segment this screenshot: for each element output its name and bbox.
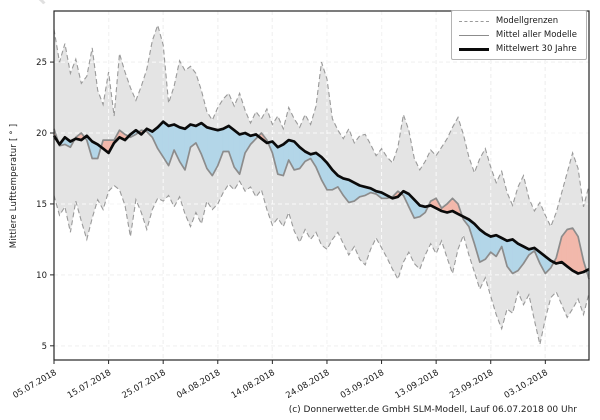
x-tick-label: 25.07.2018 xyxy=(121,368,168,401)
x-tick-label: 14.08.2018 xyxy=(230,368,277,401)
legend-item-modellgrenzen: Modellgrenzen xyxy=(458,16,577,26)
y-tick-label: 20 xyxy=(36,129,47,139)
gray-line-icon xyxy=(458,34,489,36)
legend-label: Mittel aller Modelle xyxy=(495,30,577,40)
black-line-icon xyxy=(458,47,489,51)
legend-item-mittel-aller-modelle: Mittel aller Modelle xyxy=(458,30,577,40)
y-tick-label: 10 xyxy=(36,271,47,281)
model-range-upper-line xyxy=(53,23,590,228)
mean30-line xyxy=(52,120,590,275)
legend-label: Modellgrenzen xyxy=(495,16,559,26)
model-range-band xyxy=(54,25,589,345)
copyright-caption: (c) Donnerwetter.de GmbH SLM-Modell, Lau… xyxy=(288,405,577,415)
y-axis-label: Mittlere Lufttemperatur [ ° ] xyxy=(9,123,19,249)
model-range-lower-line xyxy=(53,180,590,345)
y-tick-label: 5 xyxy=(42,342,47,352)
x-tick-label: 05.07.2018 xyxy=(11,368,58,401)
axis-frame xyxy=(53,10,590,361)
fill-above-normal xyxy=(566,227,573,272)
x-tick-label: 15.07.2018 xyxy=(66,368,113,401)
y-tick-label: 25 xyxy=(36,58,47,68)
x-tick-label: 04.08.2018 xyxy=(175,368,222,401)
dashed-line-icon xyxy=(458,20,489,22)
x-tick-label: 24.08.2018 xyxy=(284,368,331,401)
fill-below-normal xyxy=(277,144,284,176)
x-tick-label: 03.09.2018 xyxy=(339,368,386,401)
x-tick-label: 03.10.2018 xyxy=(503,368,550,401)
x-tick-label: 13.09.2018 xyxy=(393,368,440,401)
legend-item-mittelwert-30-jahre: Mittelwert 30 Jahre xyxy=(458,44,577,54)
y-tick-label: 15 xyxy=(36,200,47,210)
x-tick-label: 23.09.2018 xyxy=(448,368,495,401)
legend-box: Modellgrenzen Mittel aller Modelle Mitte… xyxy=(450,10,587,60)
legend-label: Mittelwert 30 Jahre xyxy=(495,44,577,54)
